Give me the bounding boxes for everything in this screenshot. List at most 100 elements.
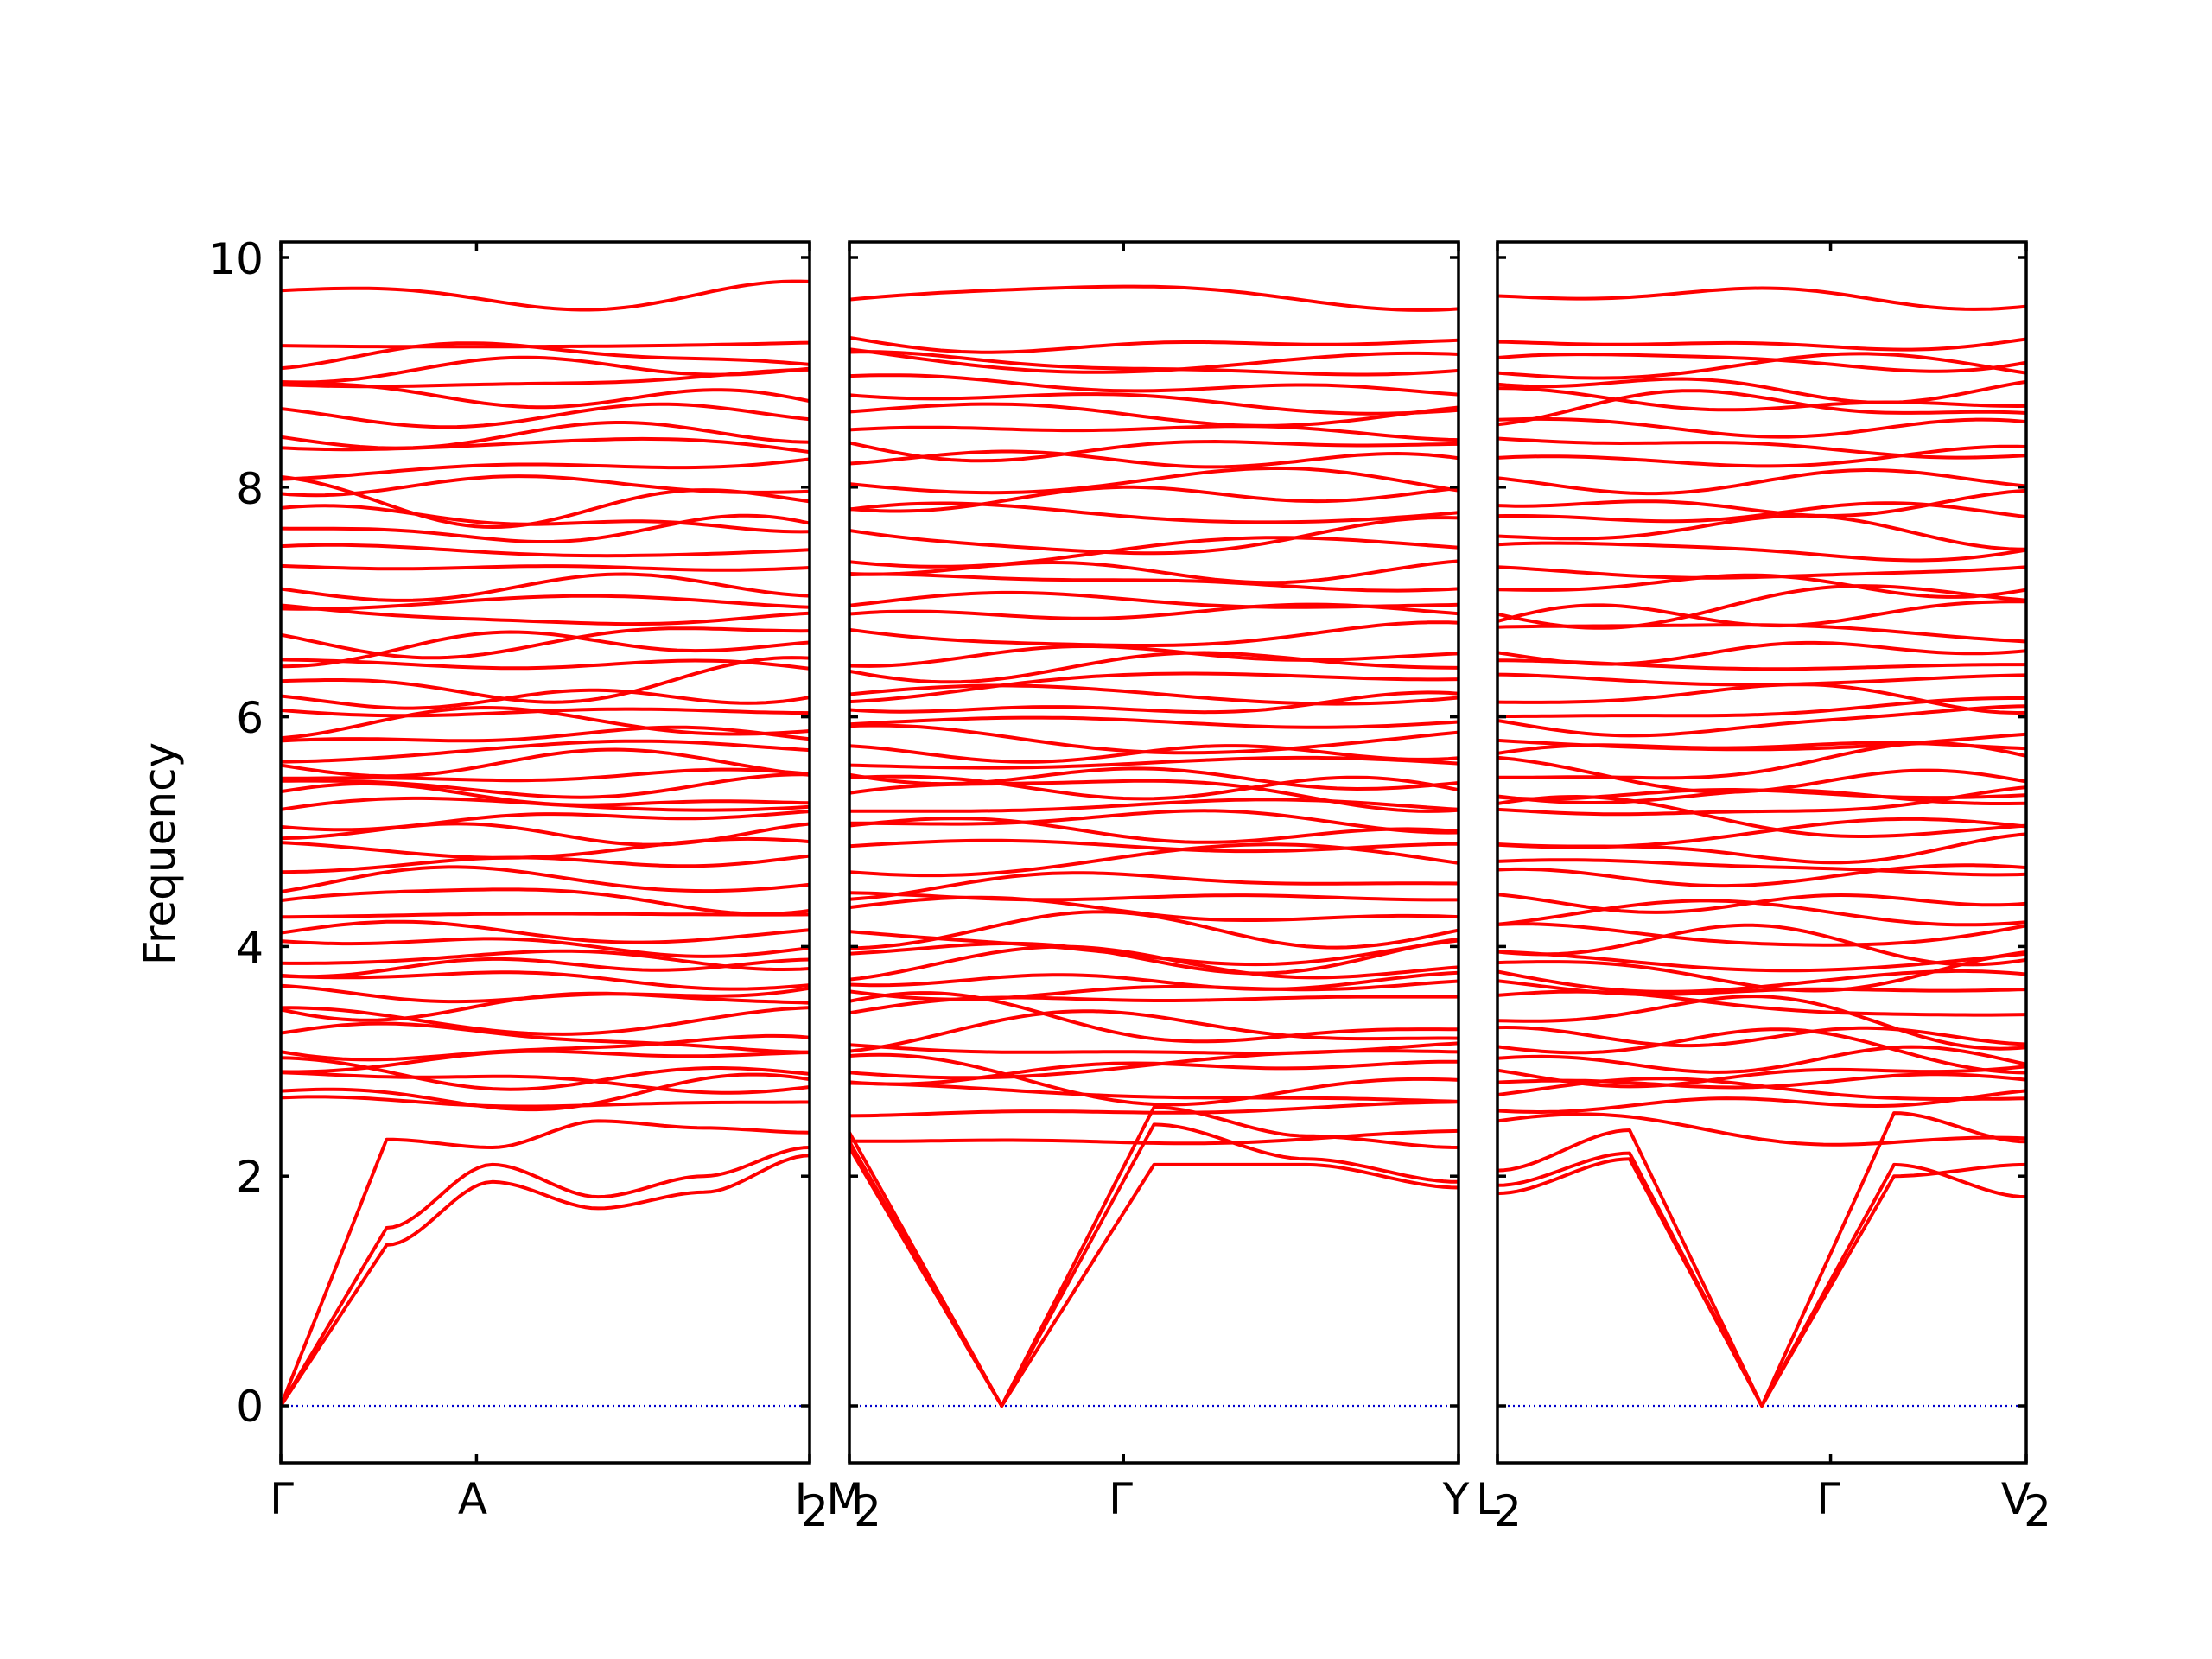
optical-band-10 bbox=[1497, 979, 2026, 996]
optical-band-3 bbox=[281, 1056, 810, 1091]
optical-band-14 bbox=[1497, 923, 2026, 967]
optical-band-35 bbox=[849, 645, 1459, 668]
optical-band-39 bbox=[849, 572, 1459, 593]
optical-band-26 bbox=[849, 766, 1459, 791]
optical-band-55 bbox=[1497, 286, 2026, 311]
panel-frame-1 bbox=[848, 240, 1460, 1465]
optical-band-8 bbox=[1497, 995, 2026, 1051]
optical-band-19 bbox=[281, 836, 810, 860]
optical-band-44 bbox=[1497, 488, 2026, 518]
panel-frame-2 bbox=[1496, 240, 2028, 1465]
optical-band-30 bbox=[281, 707, 810, 718]
acoustic-band-0 bbox=[1497, 1111, 2026, 1408]
optical-band-23 bbox=[281, 782, 810, 807]
optical-band-35 bbox=[281, 626, 810, 660]
optical-band-21 bbox=[281, 810, 810, 832]
optical-band-18 bbox=[281, 854, 810, 874]
optical-band-31 bbox=[849, 690, 1459, 715]
optical-band-3 bbox=[849, 1052, 1459, 1107]
optical-band-36 bbox=[281, 603, 810, 626]
y-tick-label-0: 0 bbox=[236, 1382, 264, 1432]
optical-band-54 bbox=[281, 279, 810, 312]
x-tick-label-i-subscript: 2 bbox=[801, 1486, 829, 1536]
acoustic-band-1 bbox=[849, 1141, 1459, 1408]
optical-band-38 bbox=[849, 590, 1459, 609]
optical-band-16 bbox=[1497, 899, 2026, 927]
optical-band-44 bbox=[849, 485, 1459, 513]
optical-band-26 bbox=[1497, 755, 2026, 794]
optical-band-53 bbox=[281, 340, 810, 349]
optical-band-53 bbox=[1497, 353, 2026, 373]
optical-band-46 bbox=[849, 449, 1459, 469]
optical-band-7 bbox=[1497, 1026, 2026, 1048]
optical-band-41 bbox=[849, 536, 1459, 569]
optical-band-31 bbox=[281, 688, 810, 710]
optical-band-32 bbox=[849, 683, 1459, 706]
optical-band-45 bbox=[849, 466, 1459, 495]
x-tick-label-m: M bbox=[826, 1474, 863, 1524]
optical-band-5 bbox=[281, 1033, 810, 1062]
optical-band-0 bbox=[849, 1128, 1459, 1146]
optical-band-38 bbox=[1497, 584, 2026, 630]
optical-band-22 bbox=[849, 809, 1459, 835]
optical-band-10 bbox=[849, 979, 1459, 1001]
optical-band-30 bbox=[849, 715, 1459, 729]
optical-band-8 bbox=[849, 991, 1459, 1044]
optical-band-52 bbox=[849, 350, 1459, 377]
optical-band-43 bbox=[1497, 501, 2026, 524]
optical-band-16 bbox=[281, 887, 810, 916]
optical-band-7 bbox=[849, 1009, 1459, 1053]
optical-band-33 bbox=[1497, 672, 2026, 687]
optical-band-14 bbox=[281, 919, 810, 944]
x-tick-label-gamma-2: Γ bbox=[1109, 1474, 1133, 1524]
optical-band-21 bbox=[1497, 817, 2026, 849]
x-tick-label-gamma-1: Γ bbox=[270, 1474, 294, 1524]
x-tick-label-l: L bbox=[1476, 1474, 1500, 1524]
optical-band-14 bbox=[849, 930, 1459, 967]
x-tick-label-v-subscript: 2 bbox=[2024, 1486, 2051, 1536]
optical-band-1 bbox=[1497, 1089, 2026, 1114]
y-axis-label: Frequency bbox=[135, 742, 185, 965]
acoustic-band-2 bbox=[281, 1154, 810, 1408]
y-tick-label-10: 10 bbox=[208, 234, 264, 284]
optical-band-44 bbox=[281, 474, 810, 498]
optical-band-53 bbox=[849, 347, 1459, 374]
optical-band-15 bbox=[281, 912, 810, 919]
optical-band-33 bbox=[281, 658, 810, 671]
optical-band-6 bbox=[281, 1021, 810, 1054]
optical-band-15 bbox=[1497, 922, 2026, 947]
optical-band-21 bbox=[849, 817, 1459, 844]
panel-l2-gamma-v2 bbox=[1497, 286, 2026, 1408]
optical-band-42 bbox=[849, 516, 1459, 556]
optical-band-49 bbox=[1497, 389, 2026, 427]
optical-band-48 bbox=[281, 402, 810, 429]
optical-band-47 bbox=[1497, 436, 2026, 460]
panel-frame-0 bbox=[279, 240, 811, 1465]
optical-band-41 bbox=[1497, 541, 2026, 563]
optical-band-48 bbox=[1497, 416, 2026, 439]
optical-band-25 bbox=[281, 767, 810, 783]
optical-band-55 bbox=[849, 284, 1459, 312]
x-tick-label-l-subscript: 2 bbox=[1494, 1486, 1522, 1536]
acoustic-band-1 bbox=[281, 1146, 810, 1408]
optical-band-40 bbox=[281, 543, 810, 558]
optical-band-46 bbox=[281, 436, 810, 454]
optical-band-27 bbox=[281, 739, 810, 764]
optical-band-6 bbox=[849, 1041, 1459, 1055]
optical-band-4 bbox=[281, 1049, 810, 1074]
optical-band-51 bbox=[849, 373, 1459, 397]
optical-band-2 bbox=[281, 1071, 810, 1095]
optical-band-34 bbox=[281, 630, 810, 669]
optical-band-23 bbox=[849, 798, 1459, 813]
optical-band-6 bbox=[1497, 1027, 2026, 1075]
optical-band-41 bbox=[281, 513, 810, 543]
y-axis-ticks: 0 2 4 6 8 10 bbox=[208, 234, 264, 1432]
optical-band-1 bbox=[849, 1100, 1459, 1118]
optical-band-17 bbox=[1497, 893, 2026, 914]
optical-band-39 bbox=[281, 563, 810, 572]
optical-band-18 bbox=[1497, 863, 2026, 888]
optical-band-26 bbox=[281, 747, 810, 779]
optical-band-37 bbox=[281, 594, 810, 611]
optical-band-29 bbox=[849, 723, 1459, 755]
